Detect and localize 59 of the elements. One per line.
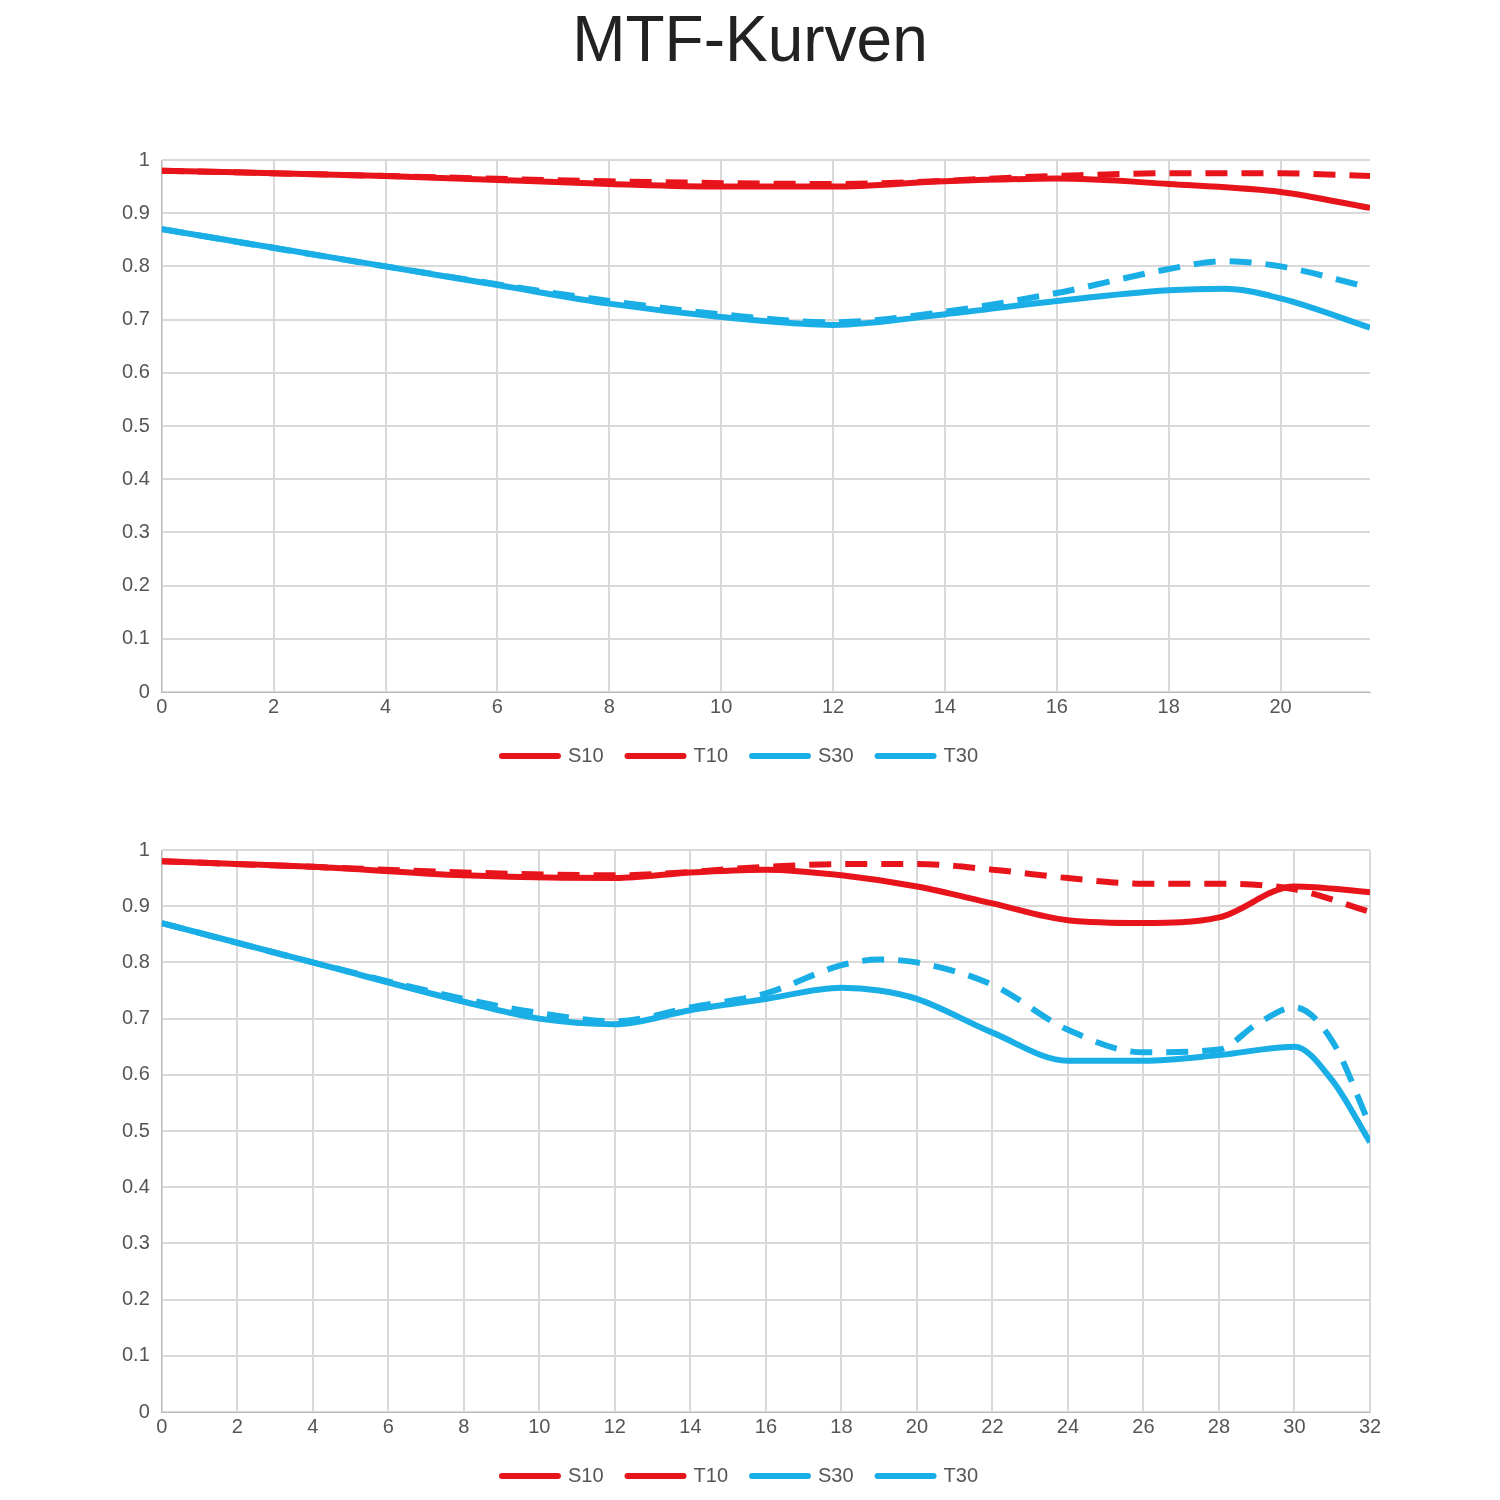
y-tick-label: 0.2 (121, 573, 150, 596)
y-tick-label: 0.6 (121, 1062, 150, 1085)
legend-label: S30 (818, 743, 854, 766)
y-tick-label: 1 (138, 837, 150, 860)
x-tick-label: 20 (905, 1414, 929, 1437)
x-tick-label: 12 (603, 1414, 626, 1437)
y-tick-label: 0.1 (121, 1343, 150, 1366)
x-tick-label: 12 (821, 694, 845, 717)
x-tick-label: 10 (710, 694, 733, 717)
y-tick-label: 0 (138, 679, 150, 702)
legend-label: T30 (943, 743, 979, 766)
chart-title: MTF-Kurven (571, 2, 929, 76)
x-tick-label: 2 (268, 694, 280, 717)
legend-label: T30 (943, 1463, 979, 1486)
x-tick-label: 6 (491, 694, 503, 717)
y-tick-label: 0.8 (121, 253, 150, 276)
y-tick-label: 0.5 (121, 1118, 150, 1141)
x-tick-label: 6 (382, 1414, 394, 1437)
x-tick-label: 4 (379, 694, 392, 717)
legend-label: T10 (693, 1463, 729, 1486)
y-tick-label: 1 (138, 147, 150, 170)
x-tick-label: 20 (1269, 694, 1292, 717)
y-tick-label: 0.7 (121, 307, 150, 330)
x-tick-label: 18 (830, 1414, 853, 1437)
x-tick-label: 18 (1157, 694, 1180, 717)
legend-label: S10 (567, 743, 604, 766)
y-tick-label: 0.1 (121, 626, 150, 649)
y-tick-label: 0.5 (121, 413, 150, 436)
x-tick-label: 26 (1132, 1414, 1155, 1437)
x-tick-label: 8 (458, 1414, 470, 1437)
y-tick-label: 0.2 (121, 1287, 150, 1310)
y-tick-label: 0.9 (121, 893, 150, 916)
x-tick-label: 0 (156, 1414, 168, 1437)
x-tick-label: 4 (307, 1414, 319, 1437)
y-tick-label: 0.7 (121, 1006, 150, 1029)
x-tick-label: 30 (1283, 1414, 1306, 1437)
legend-label: T10 (693, 743, 729, 766)
x-tick-label: 2 (231, 1414, 243, 1437)
x-tick-label: 16 (1045, 694, 1068, 717)
x-tick-label: 8 (603, 694, 615, 717)
y-tick-label: 0.9 (121, 200, 150, 223)
x-tick-label: 28 (1207, 1414, 1231, 1437)
y-tick-label: 0.4 (121, 466, 150, 489)
x-tick-label: 24 (1056, 1414, 1080, 1437)
x-tick-label: 0 (156, 694, 168, 717)
x-tick-label: 22 (981, 1414, 1004, 1437)
x-tick-label: 14 (679, 1414, 702, 1437)
y-tick-label: 0.3 (121, 519, 150, 542)
x-tick-label: 14 (933, 694, 957, 717)
x-tick-label: 16 (754, 1414, 778, 1437)
legend-label: S10 (567, 1463, 604, 1486)
legend-label: S30 (818, 1463, 854, 1486)
x-tick-label: 32 (1358, 1414, 1382, 1437)
x-tick-label: 10 (528, 1414, 551, 1437)
y-tick-label: 0.6 (121, 360, 150, 383)
y-tick-label: 0.4 (121, 1174, 150, 1197)
y-tick-label: 0 (138, 1399, 150, 1422)
y-tick-label: 0.3 (121, 1230, 150, 1253)
y-tick-label: 0.8 (121, 949, 150, 972)
